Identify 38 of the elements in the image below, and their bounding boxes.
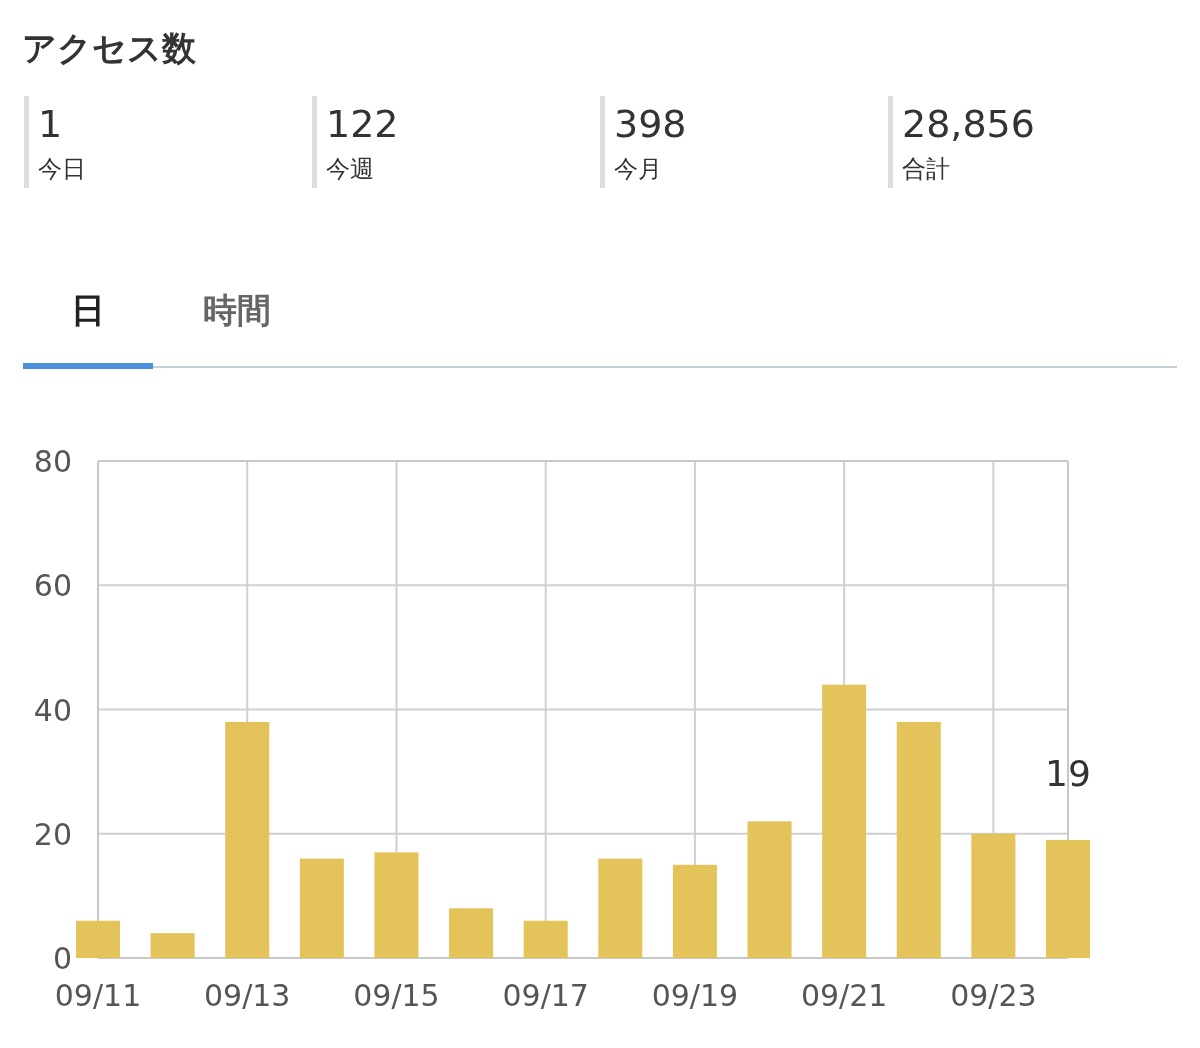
x-tick-label: 09/21 — [800, 978, 888, 1013]
text: 1 — [38, 102, 63, 146]
text: アクセス数 — [22, 28, 197, 68]
text: 398 — [614, 102, 687, 146]
y-tick-label: 60 — [33, 568, 72, 604]
bar — [150, 933, 195, 958]
y-tick-label: 40 — [33, 692, 72, 728]
x-tick-label: 09/13 — [204, 978, 291, 1013]
bar — [299, 858, 344, 958]
text: 今日 — [38, 155, 86, 183]
bar — [1045, 839, 1091, 958]
x-tick-label: 09/11 — [54, 978, 142, 1013]
y-tick-label: 80 — [33, 444, 72, 479]
bar — [747, 821, 792, 958]
bar — [896, 721, 941, 958]
text: 日 — [71, 290, 105, 330]
bar — [523, 920, 568, 958]
bar — [225, 721, 270, 958]
text: 時間 — [203, 290, 271, 330]
text: 合計 — [902, 155, 950, 183]
x-tick-label: 09/15 — [353, 978, 440, 1013]
x-tick-label: 09/17 — [502, 978, 589, 1013]
bar — [449, 908, 494, 958]
bar — [374, 852, 419, 958]
bar — [971, 833, 1016, 958]
bar — [822, 684, 867, 958]
text: 122 — [326, 102, 399, 146]
y-tick-label: 0 — [52, 941, 72, 976]
x-tick-label: 09/23 — [950, 978, 1037, 1013]
text: 28,856 — [902, 102, 1035, 146]
y-tick-label: 20 — [33, 816, 72, 852]
data-label: 19 — [1045, 752, 1091, 794]
bar — [598, 858, 643, 958]
bar — [75, 920, 121, 958]
bar — [672, 864, 717, 958]
x-tick-label: 09/19 — [651, 978, 739, 1013]
text: 今週 — [326, 155, 374, 183]
text: 今月 — [614, 155, 662, 183]
